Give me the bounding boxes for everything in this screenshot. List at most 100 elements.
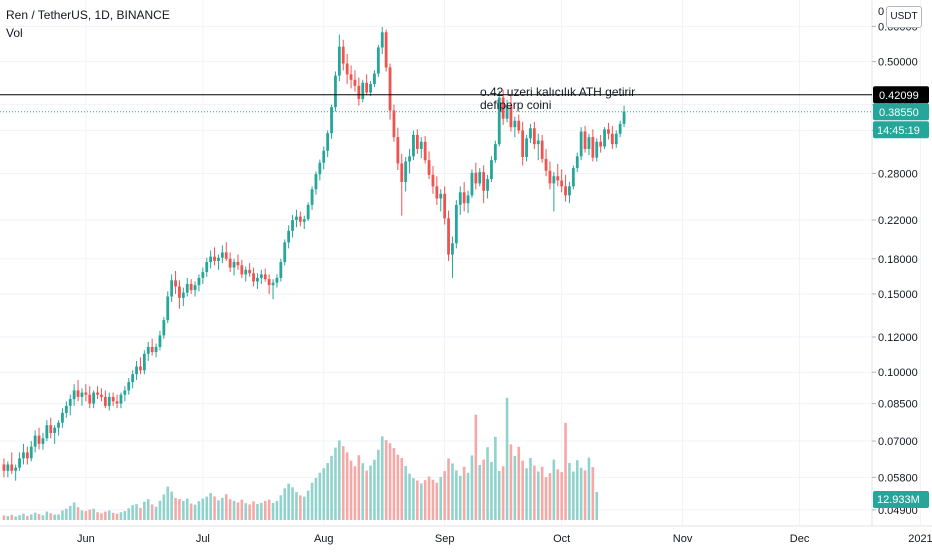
volume-bar[interactable] xyxy=(529,458,532,520)
volume-bar[interactable] xyxy=(174,497,177,520)
volume-bar[interactable] xyxy=(431,479,435,520)
candle-body[interactable] xyxy=(146,346,150,354)
candle-body[interactable] xyxy=(373,73,376,85)
candle-body[interactable] xyxy=(142,353,146,371)
volume-bar[interactable] xyxy=(193,504,197,520)
time-axis[interactable]: Jun Jul Aug Sep Oct Nov Dec 2021 xyxy=(77,533,932,545)
candle-body[interactable] xyxy=(123,390,127,395)
candle-body[interactable] xyxy=(478,172,482,184)
candle-body[interactable] xyxy=(158,335,162,347)
volume-bar[interactable] xyxy=(443,471,446,520)
volume-bar[interactable] xyxy=(357,455,361,520)
candle-body[interactable] xyxy=(49,425,53,433)
candle-body[interactable] xyxy=(493,144,497,161)
candle-body[interactable] xyxy=(64,405,68,413)
candle-body[interactable] xyxy=(170,280,174,297)
candle-body[interactable] xyxy=(279,262,283,278)
volume-bar[interactable] xyxy=(37,513,41,520)
volume-bar[interactable] xyxy=(455,470,458,520)
volume-bar[interactable] xyxy=(170,491,173,520)
volume-bar[interactable] xyxy=(166,486,170,520)
candle-body[interactable] xyxy=(88,394,92,404)
candle-body[interactable] xyxy=(560,180,564,187)
volume-bar[interactable] xyxy=(65,508,68,520)
volume-bar[interactable] xyxy=(275,500,279,520)
candle-body[interactable] xyxy=(37,435,41,444)
candle-body[interactable] xyxy=(131,374,135,383)
volume-bar[interactable] xyxy=(104,511,107,520)
candle-body[interactable] xyxy=(423,141,427,161)
candle-body[interactable] xyxy=(439,193,443,199)
volume-bar[interactable] xyxy=(548,473,552,520)
candle-body[interactable] xyxy=(482,172,486,191)
candle-body[interactable] xyxy=(33,435,37,447)
volume-bar[interactable] xyxy=(400,458,404,520)
candle-body[interactable] xyxy=(607,129,610,134)
volume-bar[interactable] xyxy=(2,515,6,520)
candle-body[interactable] xyxy=(614,133,618,145)
candle-body[interactable] xyxy=(447,218,450,255)
candle-body[interactable] xyxy=(536,140,540,145)
volume-bar[interactable] xyxy=(26,515,29,520)
volume-bar[interactable] xyxy=(76,507,80,520)
volume-bar[interactable] xyxy=(131,505,134,520)
volume-bar[interactable] xyxy=(228,499,232,520)
candle-body[interactable] xyxy=(92,392,96,404)
candle-body[interactable] xyxy=(45,425,49,439)
candle-body[interactable] xyxy=(224,252,228,259)
candle-body[interactable] xyxy=(564,186,567,196)
volume-bar[interactable] xyxy=(72,502,76,520)
volume-bar[interactable] xyxy=(295,492,298,520)
volume-bar[interactable] xyxy=(521,460,524,520)
candle-body[interactable] xyxy=(435,186,439,199)
volume-bar[interactable] xyxy=(256,503,259,520)
volume-bar[interactable] xyxy=(369,465,372,520)
volume-bar[interactable] xyxy=(591,467,595,520)
candle-body[interactable] xyxy=(517,120,521,131)
volume-bar[interactable] xyxy=(33,512,37,520)
volume-bar[interactable] xyxy=(6,516,10,520)
candle-body[interactable] xyxy=(22,452,25,459)
candle-body[interactable] xyxy=(174,280,177,287)
candle-body[interactable] xyxy=(2,464,6,471)
volume-bar[interactable] xyxy=(540,466,544,520)
candle-body[interactable] xyxy=(490,160,493,180)
volume-bar[interactable] xyxy=(306,490,310,520)
candle-body[interactable] xyxy=(100,394,103,397)
volume-bar[interactable] xyxy=(595,491,599,520)
candle-body[interactable] xyxy=(287,230,291,243)
candle-body[interactable] xyxy=(185,283,189,293)
volume-bar[interactable] xyxy=(412,478,415,520)
candle-body[interactable] xyxy=(396,137,400,164)
currency-button[interactable]: USDT xyxy=(886,6,922,28)
volume-bar[interactable] xyxy=(49,513,53,520)
candle-body[interactable] xyxy=(259,274,263,278)
candle-body[interactable] xyxy=(162,320,166,336)
volume-bar[interactable] xyxy=(84,511,88,520)
candle-body[interactable] xyxy=(599,141,603,147)
volume-bar[interactable] xyxy=(162,494,166,520)
volume-bar[interactable] xyxy=(462,466,466,520)
volume-bar[interactable] xyxy=(135,504,138,520)
candle-body[interactable] xyxy=(330,107,333,134)
candle-body[interactable] xyxy=(451,243,454,255)
volume-bar[interactable] xyxy=(221,497,224,520)
candle-body[interactable] xyxy=(540,140,544,159)
candle-body[interactable] xyxy=(72,390,76,400)
volume-bar[interactable] xyxy=(14,516,17,520)
volume-bar[interactable] xyxy=(115,513,119,520)
volume-bar[interactable] xyxy=(61,510,64,520)
candle-body[interactable] xyxy=(103,396,107,406)
volume-bar[interactable] xyxy=(139,507,142,520)
volume-bar[interactable] xyxy=(205,496,209,520)
candle-body[interactable] xyxy=(369,84,372,93)
candle-body[interactable] xyxy=(415,134,419,149)
volume-bar[interactable] xyxy=(271,502,275,520)
volume-bar[interactable] xyxy=(486,447,489,520)
candle-body[interactable] xyxy=(25,452,29,459)
candle-body[interactable] xyxy=(486,179,489,191)
candle-body[interactable] xyxy=(322,150,326,163)
volume-bar[interactable] xyxy=(353,466,357,520)
candle-body[interactable] xyxy=(587,137,591,149)
candle-body[interactable] xyxy=(256,277,259,282)
